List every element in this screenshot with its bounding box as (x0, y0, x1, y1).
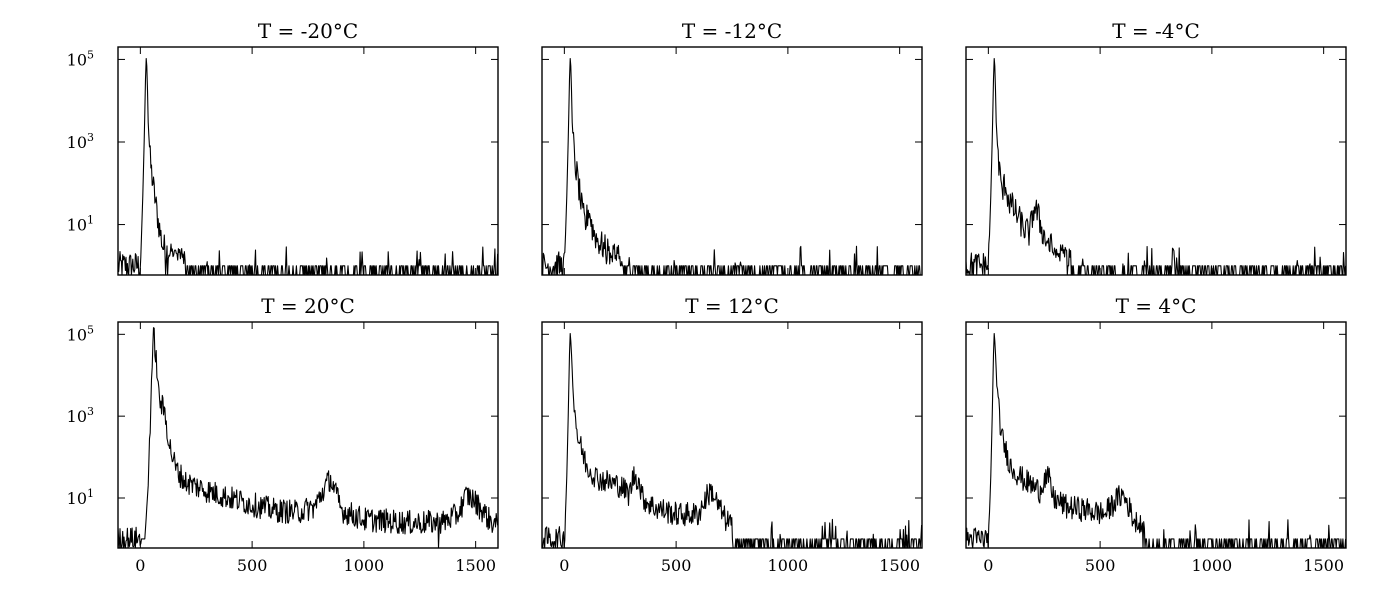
y-tick-label: 103 (67, 405, 94, 426)
y-tick-label: 103 (67, 131, 94, 152)
y-tick-label: 101 (67, 214, 94, 235)
x-tick-label: 1500 (455, 556, 496, 575)
spectrum-line (965, 58, 1347, 276)
panel-6: T = 4°C 0 500 1000 1500 (965, 294, 1347, 575)
x-tick-label: 500 (1085, 556, 1116, 575)
x-tick-label: 500 (237, 556, 268, 575)
x-tick-label: 500 (661, 556, 692, 575)
panel-2: T = -12°C (541, 19, 923, 276)
panel-title: T = 12°C (685, 294, 779, 318)
panel-title: T = -4°C (1112, 19, 1200, 43)
panel-title: T = 20°C (261, 294, 355, 318)
x-tick-label: 1500 (1303, 556, 1344, 575)
x-tick-label: 0 (135, 556, 145, 575)
spectrum-line (541, 332, 923, 549)
x-tick-label: 1000 (1192, 556, 1233, 575)
plot-frame (541, 46, 923, 276)
plot-frame (965, 321, 1347, 549)
plot-frame (117, 321, 499, 549)
panel-5: T = 12°C 0 500 1000 1500 (541, 294, 923, 575)
plot-frame (541, 321, 923, 549)
panel-1: T = -20°C 101 103 105 (67, 19, 499, 276)
x-tick-label: 0 (559, 556, 569, 575)
panel-title: T = 4°C (1116, 294, 1197, 318)
panel-title: T = -20°C (258, 19, 358, 43)
panel-title: T = -12°C (682, 19, 782, 43)
x-tick-label: 1000 (344, 556, 385, 575)
panel-4: T = 20°C 0 500 1000 1500 101 103 105 (67, 294, 499, 575)
y-tick-label: 105 (67, 48, 94, 69)
panel-3: T = -4°C (965, 19, 1347, 276)
spectrum-line (541, 58, 922, 276)
plot-frame (117, 46, 499, 276)
x-tick-label: 0 (983, 556, 993, 575)
spectrum-line (117, 58, 499, 276)
y-tick-label: 101 (67, 487, 94, 508)
y-tick-label: 105 (67, 323, 94, 344)
x-tick-label: 1000 (768, 556, 809, 575)
spectrum-line (117, 327, 499, 549)
spectrum-line (965, 332, 1347, 549)
plot-frame (965, 46, 1347, 276)
x-tick-label: 1500 (879, 556, 920, 575)
